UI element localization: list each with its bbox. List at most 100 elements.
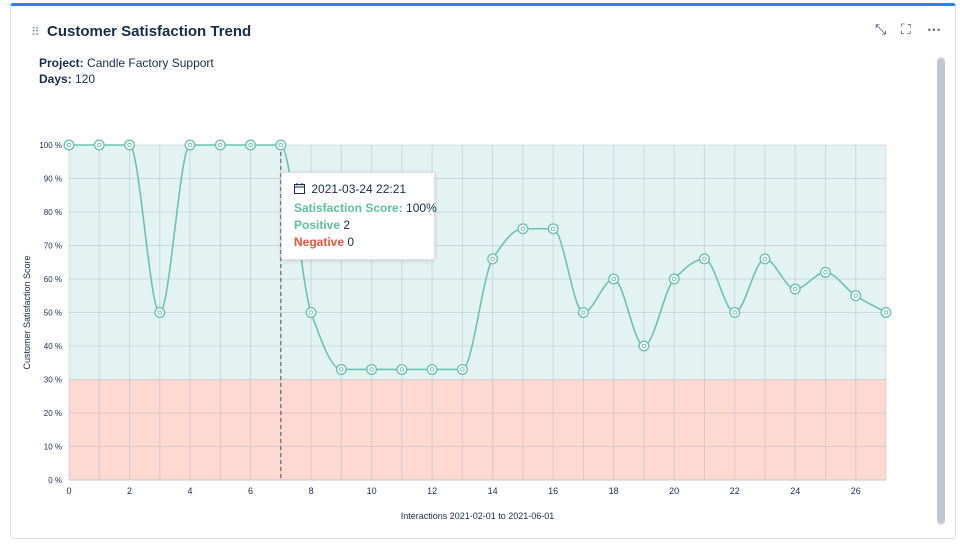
data-point-ring bbox=[850, 290, 862, 302]
data-point-ring bbox=[759, 253, 771, 265]
data-point-dot bbox=[671, 276, 677, 282]
data-point bbox=[850, 290, 862, 302]
x-tick-label: 20 bbox=[669, 486, 679, 496]
y-tick-label: 50 % bbox=[44, 309, 62, 318]
drag-handle-icon[interactable]: ⠿ bbox=[31, 25, 40, 39]
data-point bbox=[880, 307, 892, 319]
panel-title: Customer Satisfaction Trend bbox=[47, 23, 252, 40]
tooltip-score-row: Satisfaction Score: 100% bbox=[294, 200, 437, 217]
days-info: Days: 120 bbox=[39, 72, 95, 86]
x-tick-label: 16 bbox=[548, 486, 558, 496]
data-point-ring bbox=[456, 363, 468, 375]
x-tick-label: 10 bbox=[367, 486, 377, 496]
tooltip-positive-row: Positive 2 bbox=[294, 217, 422, 234]
data-point-dot bbox=[550, 226, 556, 232]
data-point bbox=[275, 139, 287, 151]
data-point bbox=[214, 139, 226, 151]
data-point bbox=[487, 253, 499, 265]
data-point-ring bbox=[275, 139, 287, 151]
project-label: Project: bbox=[39, 56, 84, 70]
y-tick-label: 100 % bbox=[39, 141, 62, 150]
y-tick-label: 70 % bbox=[44, 242, 62, 251]
data-point-dot bbox=[66, 142, 72, 148]
data-point bbox=[366, 363, 378, 375]
data-point-dot bbox=[792, 286, 798, 292]
x-tick-label: 2 bbox=[127, 486, 132, 496]
data-point-dot bbox=[460, 367, 465, 372]
negative-zone bbox=[69, 379, 886, 480]
data-point-dot bbox=[581, 310, 586, 315]
tooltip-negative-value: 0 bbox=[347, 235, 355, 249]
data-point bbox=[729, 307, 741, 319]
collapse-icon[interactable]: ⤡ bbox=[875, 21, 887, 37]
data-point-dot bbox=[308, 310, 314, 315]
data-point-ring bbox=[608, 273, 620, 285]
data-point bbox=[63, 139, 75, 151]
y-axis-title: Customer Satisfaction Score bbox=[22, 255, 32, 369]
vertical-scrollbar[interactable] bbox=[937, 56, 945, 526]
x-tick-label: 22 bbox=[730, 486, 740, 496]
data-point bbox=[93, 139, 105, 151]
x-tick-label: 18 bbox=[609, 486, 619, 496]
tooltip-date: 2021-03-24 22:21 bbox=[311, 182, 407, 196]
x-tick-label: 24 bbox=[790, 486, 800, 496]
x-tick-label: 8 bbox=[309, 486, 314, 496]
data-point-ring bbox=[154, 307, 166, 319]
tooltip-positive-label: Positive bbox=[294, 218, 341, 232]
data-point bbox=[759, 253, 771, 265]
data-point-ring bbox=[729, 307, 741, 319]
scrollbar-thumb[interactable] bbox=[937, 58, 945, 524]
x-tick-label: 26 bbox=[851, 486, 861, 496]
data-point-ring bbox=[880, 307, 892, 319]
x-tick-label: 14 bbox=[488, 486, 498, 496]
data-point-dot bbox=[429, 367, 435, 372]
calendar-icon bbox=[294, 182, 311, 196]
data-point bbox=[517, 223, 529, 235]
data-point-dot bbox=[217, 142, 223, 148]
data-point-dot bbox=[339, 367, 344, 372]
positive-zone bbox=[69, 145, 886, 380]
y-tick-label: 30 % bbox=[44, 376, 62, 385]
data-point-ring bbox=[184, 139, 196, 151]
days-value: 120 bbox=[75, 72, 96, 86]
fullscreen-icon[interactable]: ⛶ bbox=[901, 21, 911, 37]
y-tick-label: 40 % bbox=[44, 342, 62, 351]
y-tick-label: 80 % bbox=[44, 208, 62, 217]
y-tick-label: 60 % bbox=[44, 275, 62, 284]
data-point-ring bbox=[547, 223, 559, 235]
data-point bbox=[305, 307, 317, 319]
data-point bbox=[335, 363, 347, 375]
data-point bbox=[608, 273, 620, 285]
data-point bbox=[426, 363, 438, 375]
data-point-dot bbox=[248, 142, 253, 148]
days-label: Days: bbox=[39, 72, 72, 86]
y-tick-label: 90 % bbox=[44, 175, 62, 184]
more-options-icon[interactable]: ⋯ bbox=[927, 21, 941, 37]
data-point-ring bbox=[487, 253, 499, 265]
data-point-ring bbox=[668, 273, 680, 285]
data-point-ring bbox=[245, 139, 257, 151]
data-point bbox=[577, 307, 589, 319]
data-point bbox=[184, 139, 196, 151]
data-point-dot bbox=[853, 293, 859, 299]
data-point-dot bbox=[762, 256, 768, 262]
data-point bbox=[396, 363, 408, 375]
data-point-dot bbox=[520, 226, 526, 232]
tooltip-negative-row: Negative 0 bbox=[294, 234, 422, 251]
data-point-dot bbox=[399, 367, 405, 372]
y-tick-label: 10 % bbox=[44, 443, 62, 452]
data-point-ring bbox=[698, 253, 710, 265]
data-point-dot bbox=[96, 142, 102, 148]
data-point-ring bbox=[124, 139, 136, 151]
data-point-ring bbox=[63, 139, 75, 151]
data-point-ring bbox=[577, 307, 589, 319]
data-point-dot bbox=[187, 142, 193, 148]
y-tick-label: 20 % bbox=[44, 409, 62, 418]
data-point-ring bbox=[305, 307, 317, 319]
x-tick-label: 0 bbox=[66, 486, 71, 496]
tooltip-negative-label: Negative bbox=[294, 235, 345, 249]
data-point-dot bbox=[157, 310, 163, 315]
data-point-ring bbox=[214, 139, 226, 151]
data-tooltip: 2021-03-24 22:21 Satisfaction Score: 100… bbox=[281, 172, 437, 260]
